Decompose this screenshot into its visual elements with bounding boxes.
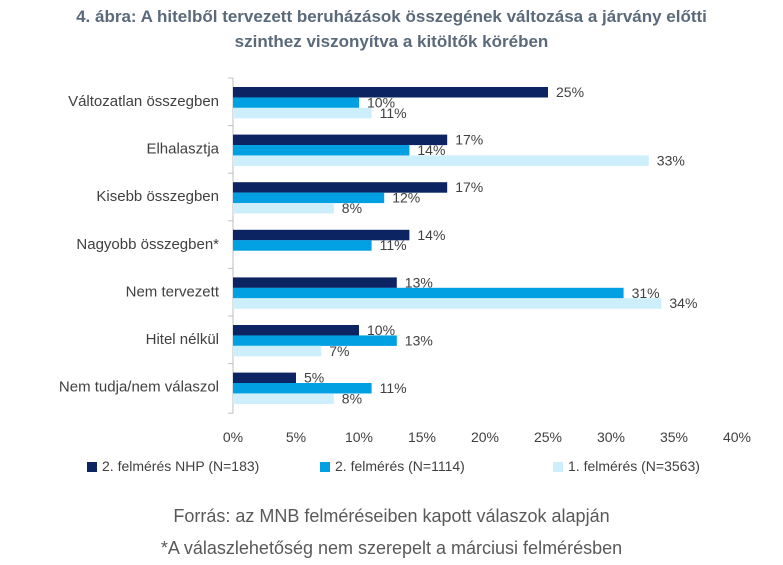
data-label: 14% [417, 142, 445, 158]
category-label: Nem tudja/nem válaszol [59, 379, 219, 396]
x-tick-label: 5% [286, 429, 306, 445]
x-tick-label: 15% [408, 429, 436, 445]
data-label: 34% [669, 295, 697, 311]
chart-title-line-2: szinthez viszonyítva a kitöltők körében [234, 32, 549, 51]
category-label: Nagyobb összegben* [76, 236, 219, 253]
bar-2 [233, 287, 624, 299]
bar-1 [233, 277, 397, 288]
chart-title: 4. ábra: A hitelből tervezett beruházáso… [0, 4, 783, 54]
x-tick-label: 35% [660, 429, 688, 445]
bar-1 [233, 182, 448, 193]
chart-legend: 2. felmérés NHP (N=183) 2. felmérés (N=11… [0, 458, 783, 478]
bar-1 [233, 87, 548, 98]
bar-1 [233, 229, 410, 241]
data-label: 17% [455, 132, 483, 148]
legend-swatch [320, 462, 330, 472]
legend-item: 1. felmérés (N=3563) [553, 458, 700, 474]
x-tick-label: 20% [471, 429, 499, 445]
legend-label: 1. felmérés (N=3563) [568, 458, 700, 474]
category-label: Kisebb összegben [96, 188, 219, 205]
legend-swatch [87, 462, 97, 472]
data-label: 11% [380, 380, 407, 396]
legend-item: 2. felmérés (N=1114) [320, 458, 465, 474]
bar-2 [233, 240, 372, 251]
bar-3 [233, 298, 662, 309]
x-tick-label: 25% [534, 429, 562, 445]
chart-title-line-1: 4. ábra: A hitelből tervezett beruházáso… [76, 7, 707, 26]
data-label: 14% [417, 227, 445, 243]
bar-3 [233, 155, 649, 166]
legend-swatch [553, 462, 563, 472]
bar-2 [233, 335, 397, 346]
bar-2 [233, 145, 410, 156]
data-label: 10% [367, 322, 395, 338]
x-tick-label: 0% [223, 429, 243, 445]
bar-1 [233, 134, 448, 146]
bar-2 [233, 192, 385, 204]
data-label: 5% [304, 370, 324, 386]
footnote: *A válaszlehetőség nem szerepelt a márci… [160, 538, 623, 558]
x-tick-label: 40% [723, 429, 751, 445]
legend-label: 2. felmérés NHP (N=183) [102, 458, 260, 474]
legend-label: 2. felmérés (N=1114) [335, 458, 465, 474]
source-note: Forrás: az MNB felméréseiben kapott vála… [173, 506, 610, 526]
data-label: 11% [380, 237, 407, 253]
data-label: 10% [367, 94, 395, 110]
data-label: 13% [405, 274, 433, 290]
data-label: 11% [380, 105, 407, 121]
legend-item: 2. felmérés NHP (N=183) [87, 458, 259, 474]
data-label: 17% [455, 179, 483, 195]
x-tick-label: 30% [597, 429, 625, 445]
data-label: 33% [657, 152, 685, 168]
bar-1 [233, 372, 296, 384]
bar-3 [233, 203, 334, 214]
data-label: 13% [405, 332, 433, 348]
data-label: 8% [342, 200, 362, 216]
category-label: Hitel nélkül [146, 331, 219, 348]
data-label: 8% [342, 390, 362, 406]
bar-3 [233, 393, 334, 404]
bar-2 [233, 97, 359, 108]
data-label: 31% [632, 285, 660, 301]
data-label: 12% [392, 190, 420, 206]
x-tick-label: 10% [345, 429, 373, 445]
bar-2 [233, 383, 372, 394]
bar-3 [233, 107, 372, 119]
category-label: Nem tervezett [126, 283, 220, 300]
category-label: Változatlan összegben [68, 93, 219, 110]
bar-chart: Változatlan összegben25%10%11%Elhalasztj… [59, 77, 751, 445]
bar-1 [233, 325, 359, 336]
bar-3 [233, 345, 322, 357]
data-label: 7% [329, 343, 349, 359]
data-label: 25% [556, 84, 584, 100]
category-label: Elhalasztja [146, 141, 219, 158]
